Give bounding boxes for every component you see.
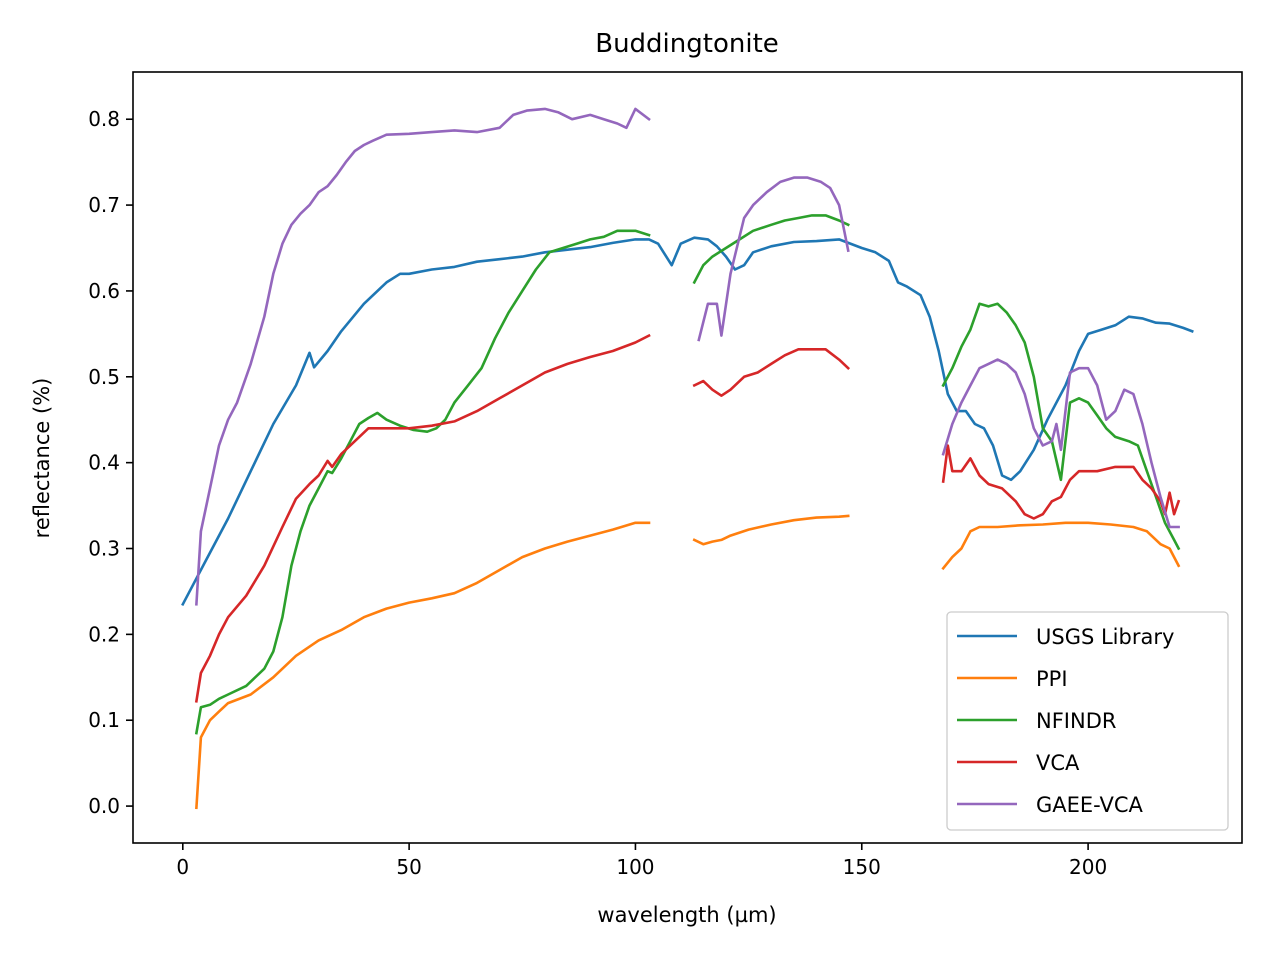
y-tick-label: 0.6 — [88, 279, 120, 303]
series-2-line-segment-1 — [692, 214, 850, 285]
legend: USGS Library PPI NFINDR VCA GAEE-VCA — [946, 611, 1229, 831]
y-tick-label: 0.4 — [88, 451, 120, 475]
legend-box — [946, 611, 1229, 831]
y-axis-label: reflectance (%) — [30, 378, 54, 539]
plot-lines — [181, 107, 1194, 810]
series-4-line-segment-1 — [697, 176, 850, 342]
series-4-line-segment-0 — [195, 107, 651, 606]
x-tick-label: 100 — [616, 855, 654, 879]
y-tick-label: 0.1 — [88, 708, 120, 732]
series-3-line-segment-2 — [941, 444, 1181, 520]
plot-frame — [132, 71, 1243, 844]
y-tick-label: 0.7 — [88, 193, 120, 217]
x-tick-label: 150 — [843, 855, 881, 879]
series-1-line-segment-1 — [692, 514, 850, 546]
y-tick-label: 0.5 — [88, 365, 120, 389]
series-3-line-segment-1 — [692, 348, 851, 397]
y-tick-label: 0.0 — [88, 794, 120, 818]
legend-label: USGS Library — [1036, 625, 1174, 649]
series-2-line-segment-0 — [194, 229, 651, 735]
series-1-line-segment-0 — [195, 521, 651, 810]
x-tick-label: 200 — [1069, 855, 1107, 879]
legend-label: VCA — [1036, 751, 1080, 775]
series-1-line-segment-2 — [941, 521, 1181, 571]
y-tick-label: 0.3 — [88, 537, 120, 561]
legend-label: GAEE-VCA — [1036, 793, 1144, 817]
series-4-line-segment-2 — [941, 358, 1180, 529]
x-tick-label: 0 — [176, 855, 189, 879]
x-tick-label: 50 — [396, 855, 421, 879]
x-axis-ticks: 0 50 100 150 200 — [176, 843, 1107, 879]
legend-label: PPI — [1036, 667, 1068, 691]
chart-title: Buddingtonite — [595, 29, 779, 59]
y-tick-label: 0.2 — [88, 622, 120, 646]
x-axis-label: wavelength (µm) — [597, 903, 776, 927]
y-axis-ticks: 0.0 0.1 0.2 0.3 0.4 0.5 0.6 0.7 0.8 — [88, 107, 133, 818]
legend-label: NFINDR — [1036, 709, 1116, 733]
y-tick-label: 0.8 — [88, 107, 120, 131]
series-3-line-segment-0 — [194, 333, 651, 703]
series-2-line-segment-2 — [941, 302, 1181, 551]
